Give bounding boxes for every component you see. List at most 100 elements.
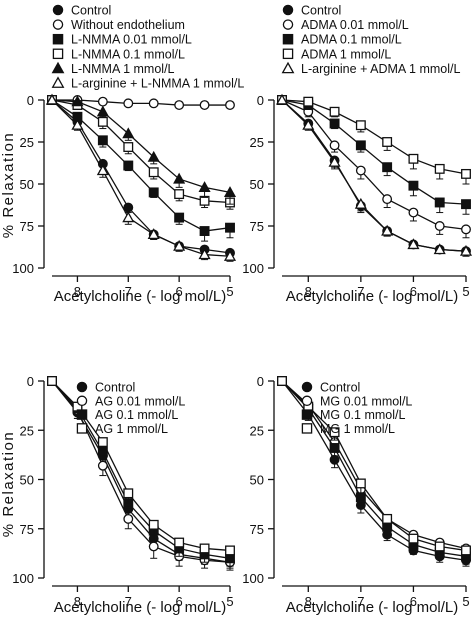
y-tick-label: 25 <box>20 423 34 438</box>
legend-marker <box>76 395 88 407</box>
data-point <box>302 118 315 130</box>
data-point <box>123 160 134 171</box>
legend-marker <box>282 48 294 60</box>
data-point <box>408 180 419 191</box>
data-point <box>148 167 159 178</box>
y-tick-label: 0 <box>27 93 34 108</box>
data-point <box>329 427 340 438</box>
y-tick-label: 100 <box>242 571 264 586</box>
data-point <box>198 181 211 192</box>
data-point <box>461 199 471 210</box>
legend-label: Without endothelium <box>71 18 185 32</box>
series-5 <box>45 93 237 262</box>
legend-marker <box>301 409 313 420</box>
x-tick-label: 5 <box>462 284 469 299</box>
data-point <box>97 116 108 127</box>
legend-label: L-NMMA 0.01 mmol/L <box>71 33 192 47</box>
data-point <box>148 519 159 530</box>
data-point <box>173 239 186 251</box>
legend-label: ADMA 1 mmol/L <box>301 47 391 61</box>
series-3 <box>277 376 471 559</box>
y-tick-label: 75 <box>250 522 264 537</box>
data-point <box>122 127 135 139</box>
data-point <box>223 249 237 261</box>
legend-marker <box>282 33 294 45</box>
data-point <box>147 228 160 240</box>
y-tick-label: 75 <box>20 522 34 537</box>
series-3 <box>277 95 471 185</box>
data-point <box>148 98 159 109</box>
data-point <box>199 543 210 554</box>
data-point <box>97 460 108 471</box>
data-point <box>355 478 366 489</box>
legend-marker <box>76 381 88 393</box>
x-tick-label: 5 <box>226 284 233 299</box>
data-point <box>174 100 185 110</box>
legend-marker <box>282 4 294 16</box>
data-point <box>122 211 135 223</box>
data-point <box>96 164 109 176</box>
legend-marker <box>52 4 64 16</box>
data-point <box>97 437 108 448</box>
data-point <box>408 533 419 544</box>
y-axis-label-top: % Relaxation <box>0 132 17 238</box>
x-axis-label: Acetylcholine (- log mol/L) <box>54 288 227 305</box>
legend-label: L-NMMA 1 mmol/L <box>71 62 175 76</box>
data-point <box>123 202 134 213</box>
data-point <box>225 100 235 110</box>
data-point <box>123 142 134 152</box>
data-point <box>355 492 366 503</box>
data-point <box>123 98 134 109</box>
data-point <box>381 224 394 236</box>
data-point <box>382 194 393 205</box>
legend-marker <box>51 61 65 74</box>
legend-label: AG 0.01 mmol/L <box>95 394 185 408</box>
legend-marker <box>301 381 313 393</box>
y-tick-label: 75 <box>250 219 264 234</box>
data-point <box>199 100 210 110</box>
data-point <box>461 168 471 179</box>
legend-label: L-arginine + ADMA 1 mmol/L <box>301 62 460 76</box>
data-point <box>355 120 366 131</box>
data-point <box>434 221 445 231</box>
data-point <box>223 186 237 198</box>
x-tick-label: 6 <box>176 594 183 609</box>
legend-label: ADMA 0.01 mmol/L <box>301 18 409 32</box>
y-tick-label: 50 <box>250 177 264 192</box>
data-point <box>382 162 393 173</box>
data-point <box>382 137 393 147</box>
data-point <box>408 207 419 218</box>
legend-marker <box>52 19 64 30</box>
data-point <box>275 93 289 105</box>
data-point <box>329 443 340 453</box>
data-point <box>329 118 340 129</box>
data-point <box>123 488 134 499</box>
data-point <box>198 248 211 260</box>
data-point <box>329 106 340 117</box>
x-tick-label: 7 <box>357 284 364 299</box>
legend-marker <box>301 395 313 407</box>
data-point <box>174 537 185 548</box>
data-point <box>329 140 340 151</box>
legend-marker <box>51 76 65 88</box>
legend-label: ADMA 0.1 mmol/L <box>301 33 402 47</box>
y-tick-label: 75 <box>20 219 34 234</box>
data-point <box>174 189 185 200</box>
x-tick-label: 6 <box>410 594 417 609</box>
legend-marker <box>52 48 64 60</box>
legend-marker <box>282 19 294 30</box>
data-point <box>277 376 287 386</box>
data-point <box>434 197 445 208</box>
y-tick-label: 25 <box>250 423 264 438</box>
data-point <box>147 150 160 162</box>
x-tick-label: 6 <box>410 284 417 299</box>
series-line <box>51 99 231 257</box>
y-tick-label: 50 <box>20 177 34 192</box>
data-point <box>355 165 366 176</box>
y-tick-label: 25 <box>20 135 34 150</box>
